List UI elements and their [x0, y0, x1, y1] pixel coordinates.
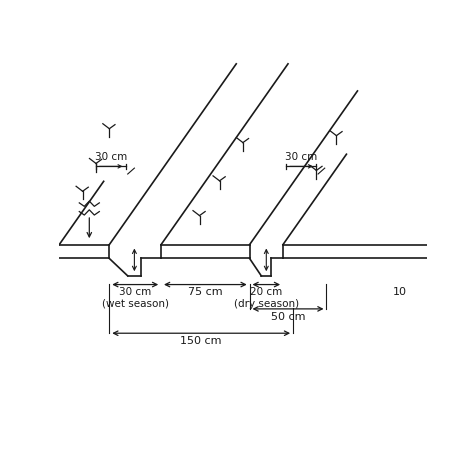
Text: 75 cm: 75 cm	[188, 287, 223, 297]
Text: 30 cm: 30 cm	[285, 152, 318, 162]
Text: 50 cm: 50 cm	[271, 312, 305, 322]
Text: 20 cm
(dry season): 20 cm (dry season)	[234, 287, 299, 309]
Text: 150 cm: 150 cm	[181, 336, 222, 346]
Text: 10: 10	[393, 287, 407, 297]
Text: 30 cm: 30 cm	[95, 152, 127, 162]
Text: 30 cm
(wet season): 30 cm (wet season)	[102, 287, 169, 309]
